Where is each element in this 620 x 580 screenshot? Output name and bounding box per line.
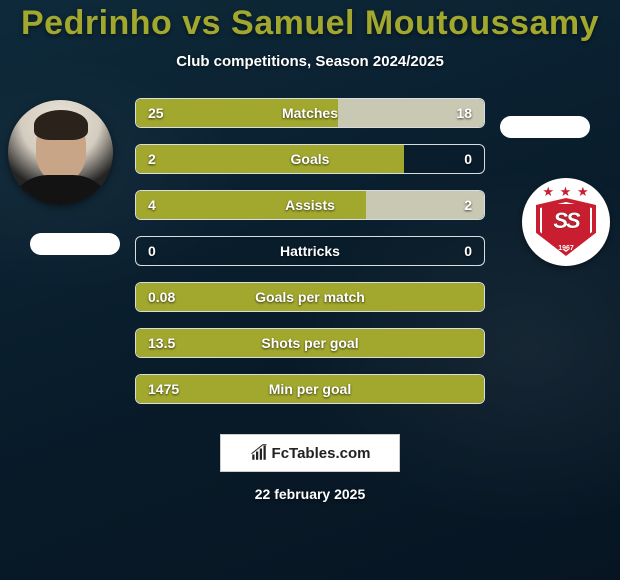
bar-left: [136, 145, 404, 173]
chart-icon: [250, 444, 268, 462]
stat-row: 1475Min per goal: [135, 374, 485, 404]
bar-left: [136, 329, 484, 357]
stat-row: 0.08Goals per match: [135, 282, 485, 312]
stat-label: Hattricks: [136, 243, 484, 259]
bar-left: [136, 375, 484, 403]
subtitle: Club competitions, Season 2024/2025: [0, 53, 620, 70]
club-monogram: SS: [530, 208, 602, 234]
bar-left: [136, 99, 338, 127]
club-stars-icon: ★ ★ ★: [530, 184, 602, 200]
fctables-logo: FcTables.com: [220, 434, 400, 472]
bar-right: [366, 191, 484, 219]
stat-value-right: 0: [464, 243, 472, 259]
bar-left: [136, 191, 366, 219]
stat-row: 0 0Hattricks: [135, 236, 485, 266]
bar-right: [338, 99, 484, 127]
player-right-avatar-placeholder: [500, 116, 590, 138]
logo-text: FcTables.com: [272, 445, 371, 462]
stat-value-right: 0: [464, 151, 472, 167]
bar-left: [136, 283, 484, 311]
player-left-avatar: [8, 100, 113, 205]
stat-row: 13.5Shots per goal: [135, 328, 485, 358]
stat-row: 42Assists: [135, 190, 485, 220]
stat-row: 2518Matches: [135, 98, 485, 128]
stat-value-left: 0: [148, 243, 156, 259]
stat-row: 20Goals: [135, 144, 485, 174]
stats-bars-container: 2518Matches20Goals42Assists00Hattricks0.…: [135, 98, 485, 420]
club-left-placeholder: [30, 233, 120, 255]
club-right-badge: ★ ★ ★ SS 1967: [522, 178, 610, 266]
club-year: 1967: [530, 245, 602, 252]
comparison-arena: ★ ★ ★ SS 1967 2518Matches 20Goals 42Assist…: [0, 98, 620, 428]
page-title: Pedrinho vs Samuel Moutoussamy: [0, 4, 620, 43]
date-label: 22 february 2025: [0, 486, 620, 502]
